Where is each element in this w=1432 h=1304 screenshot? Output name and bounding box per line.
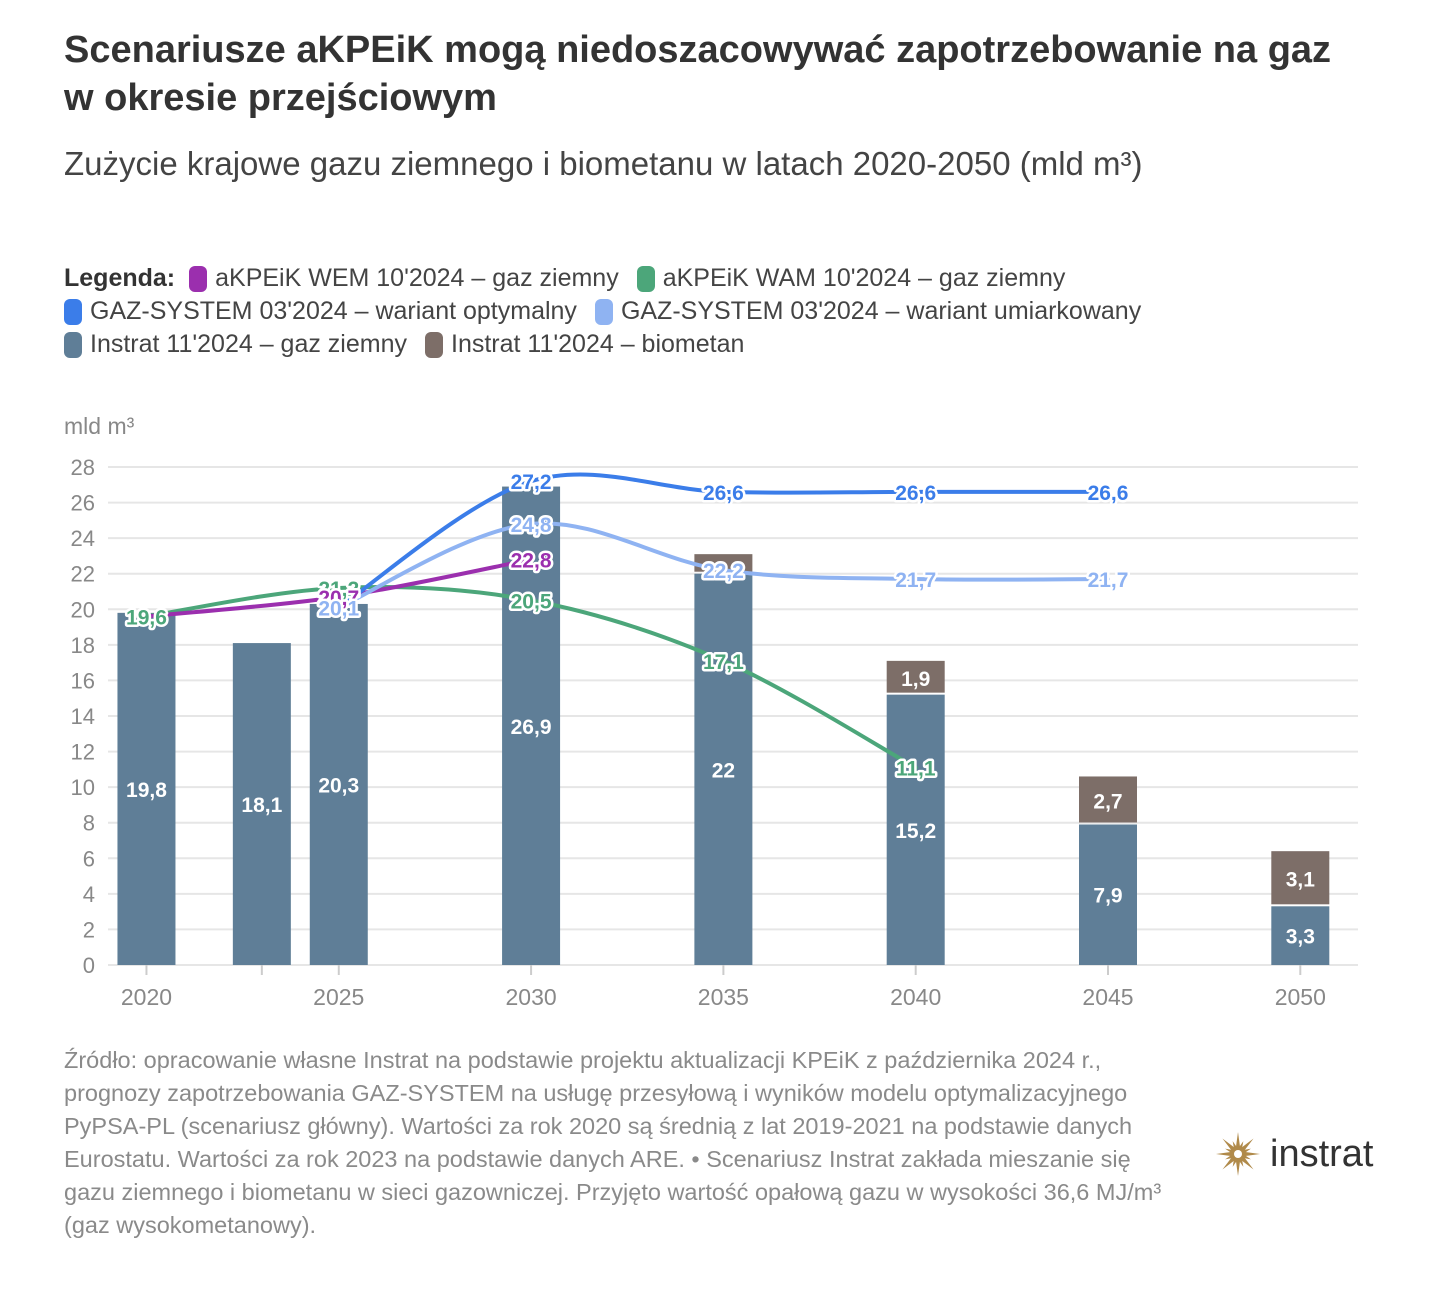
legend-swatch bbox=[636, 265, 655, 292]
y-tick-label: 0 bbox=[83, 953, 95, 978]
x-tick-label: 2030 bbox=[505, 984, 556, 1010]
legend: Legenda: aKPEiK WEM 10'2024 – gaz ziemny… bbox=[64, 262, 1384, 361]
bar-gas bbox=[1271, 906, 1330, 965]
y-tick-label: 6 bbox=[83, 846, 95, 871]
bar-gas-label: 18,1 bbox=[241, 794, 282, 817]
bar-gas bbox=[694, 573, 753, 965]
logo-star-center bbox=[1234, 1150, 1242, 1158]
chart-title: Scenariusze aKPEiK mogą niedoszacowywać … bbox=[64, 29, 1332, 119]
y-tick-label: 18 bbox=[71, 633, 95, 658]
bar-gas bbox=[232, 643, 291, 965]
x-tick-label: 2020 bbox=[121, 984, 172, 1010]
y-tick-label: 16 bbox=[71, 668, 95, 693]
y-tick-label: 22 bbox=[71, 562, 95, 587]
bar-biometan bbox=[1079, 776, 1137, 823]
y-tick-label: 28 bbox=[71, 455, 95, 480]
series-data-label: 26,6 bbox=[1088, 482, 1129, 505]
bar-gas-label: 26,9 bbox=[511, 716, 552, 739]
legend-item-gazsystem-umiarkowany: GAZ-SYSTEM 03'2024 – wariant umiarkowany bbox=[594, 295, 1142, 328]
series-data-label: 22,8 bbox=[511, 549, 552, 572]
legend-row-1: Legenda: aKPEiK WEM 10'2024 – gaz ziemny… bbox=[64, 262, 1384, 295]
y-tick-label: 14 bbox=[71, 704, 95, 729]
bar-gas-label: 3,3 bbox=[1286, 926, 1315, 949]
series-data-label: 21,2 bbox=[318, 578, 359, 601]
legend-item-instrat-gaz: Instrat 11'2024 – gaz ziemny bbox=[64, 328, 407, 361]
legend-item-akpeik-wem: aKPEiK WEM 10'2024 – gaz ziemny bbox=[189, 262, 619, 295]
legend-item-instrat-biometan: Instrat 11'2024 – biometan bbox=[425, 328, 744, 361]
y-tick-label: 24 bbox=[71, 526, 95, 551]
series-line bbox=[336, 472, 1110, 610]
series-data-label: 27,2 bbox=[511, 471, 552, 494]
y-tick-label: 10 bbox=[71, 775, 95, 800]
y-axis-unit-label: mld m³ bbox=[64, 413, 135, 439]
series-data-label: 21,7 bbox=[1088, 569, 1129, 592]
series-data-label: 21,7 bbox=[895, 569, 936, 592]
legend-label: Instrat 11'2024 – biometan bbox=[451, 330, 745, 358]
bar-gas bbox=[886, 694, 945, 965]
y-tick-label: 4 bbox=[83, 882, 95, 907]
y-tick-label: 12 bbox=[71, 740, 95, 765]
instrat-logo: instrat bbox=[1214, 1126, 1404, 1182]
y-tick-label: 2 bbox=[83, 917, 95, 942]
y-tick-label: 20 bbox=[71, 597, 95, 622]
series-line bbox=[336, 521, 1110, 610]
legend-label: GAZ-SYSTEM 03'2024 – wariant optymalny bbox=[90, 297, 577, 325]
series-data-label: 20,1 bbox=[318, 598, 359, 621]
bar-gas-label: 19,8 bbox=[126, 779, 167, 802]
legend-title: Legenda: bbox=[64, 264, 176, 292]
bar-gas-label: 22 bbox=[712, 759, 735, 782]
bar-biometan-label: 1,9 bbox=[901, 668, 930, 691]
logo-text: instrat bbox=[1270, 1132, 1374, 1175]
series-data-label: 22,2 bbox=[703, 560, 744, 583]
series-line bbox=[144, 557, 534, 619]
legend-swatch bbox=[594, 298, 613, 325]
bar-gas bbox=[309, 603, 368, 965]
chart-plot: mld m³ 19,8 18,1 20,3 26,9 22 1,9 15,2 2,7 7,9 3,… bbox=[64, 413, 1358, 1010]
series-data-label: 19,6 bbox=[126, 606, 167, 629]
source-note: Źródło: opracowanie własne Instrat na po… bbox=[64, 1047, 1162, 1238]
x-tick-label: 2045 bbox=[1082, 984, 1133, 1010]
y-tick-label: 26 bbox=[71, 491, 95, 516]
x-tick-label: 2025 bbox=[313, 984, 364, 1010]
legend-label: Instrat 11'2024 – gaz ziemny bbox=[90, 330, 407, 358]
bar-gas bbox=[117, 612, 176, 965]
y-tick-label: 8 bbox=[83, 811, 95, 836]
legend-swatch bbox=[64, 331, 82, 358]
bar-gas-label: 20,3 bbox=[318, 774, 359, 797]
compass-star-icon bbox=[1216, 1132, 1260, 1176]
legend-item-gazsystem-optymalny: GAZ-SYSTEM 03'2024 – wariant optymalny bbox=[64, 295, 577, 328]
series-data-label: 11,1 bbox=[896, 758, 936, 781]
series-data-label: 20,5 bbox=[511, 590, 552, 613]
bar-biometan-label: 2,7 bbox=[1093, 790, 1122, 813]
series-data-label: 20,7 bbox=[318, 587, 359, 610]
series-line bbox=[144, 585, 918, 770]
series-data-label: 26,6 bbox=[895, 482, 936, 505]
bar-biometan bbox=[886, 660, 945, 693]
bar-biometan-label: 3,1 bbox=[1286, 869, 1316, 892]
bar-gas bbox=[1079, 824, 1137, 965]
bar-gas bbox=[502, 486, 561, 965]
chart-subtitle: Zużycie krajowe gazu ziemnego i biometan… bbox=[64, 145, 1143, 182]
legend-item-akpeik-wam: aKPEiK WAM 10'2024 – gaz ziemny bbox=[636, 262, 1066, 295]
series-data-label: 17,1 bbox=[703, 651, 744, 674]
legend-label: GAZ-SYSTEM 03'2024 – wariant umiarkowany bbox=[620, 297, 1142, 325]
series-data-label: 26,6 bbox=[703, 482, 744, 505]
legend-swatch bbox=[189, 265, 208, 292]
legend-row-2: GAZ-SYSTEM 03'2024 – wariant optymalny G… bbox=[64, 295, 1384, 328]
bar-gas-label: 7,9 bbox=[1093, 885, 1122, 908]
legend-swatch bbox=[425, 331, 443, 358]
bar-gas-label: 15,2 bbox=[895, 820, 936, 843]
x-tick-label: 2050 bbox=[1275, 984, 1326, 1010]
legend-swatch bbox=[64, 298, 82, 325]
x-tick-label: 2040 bbox=[890, 984, 941, 1010]
legend-label: aKPEiK WAM 10'2024 – gaz ziemny bbox=[662, 264, 1066, 292]
series-data-label: 24,8 bbox=[511, 514, 552, 537]
bar-biometan bbox=[1271, 851, 1330, 905]
legend-label: aKPEiK WEM 10'2024 – gaz ziemny bbox=[215, 264, 619, 292]
x-tick-label: 2035 bbox=[698, 984, 749, 1010]
legend-row-3: Instrat 11'2024 – gaz ziemny Instrat 11'… bbox=[64, 328, 1384, 361]
